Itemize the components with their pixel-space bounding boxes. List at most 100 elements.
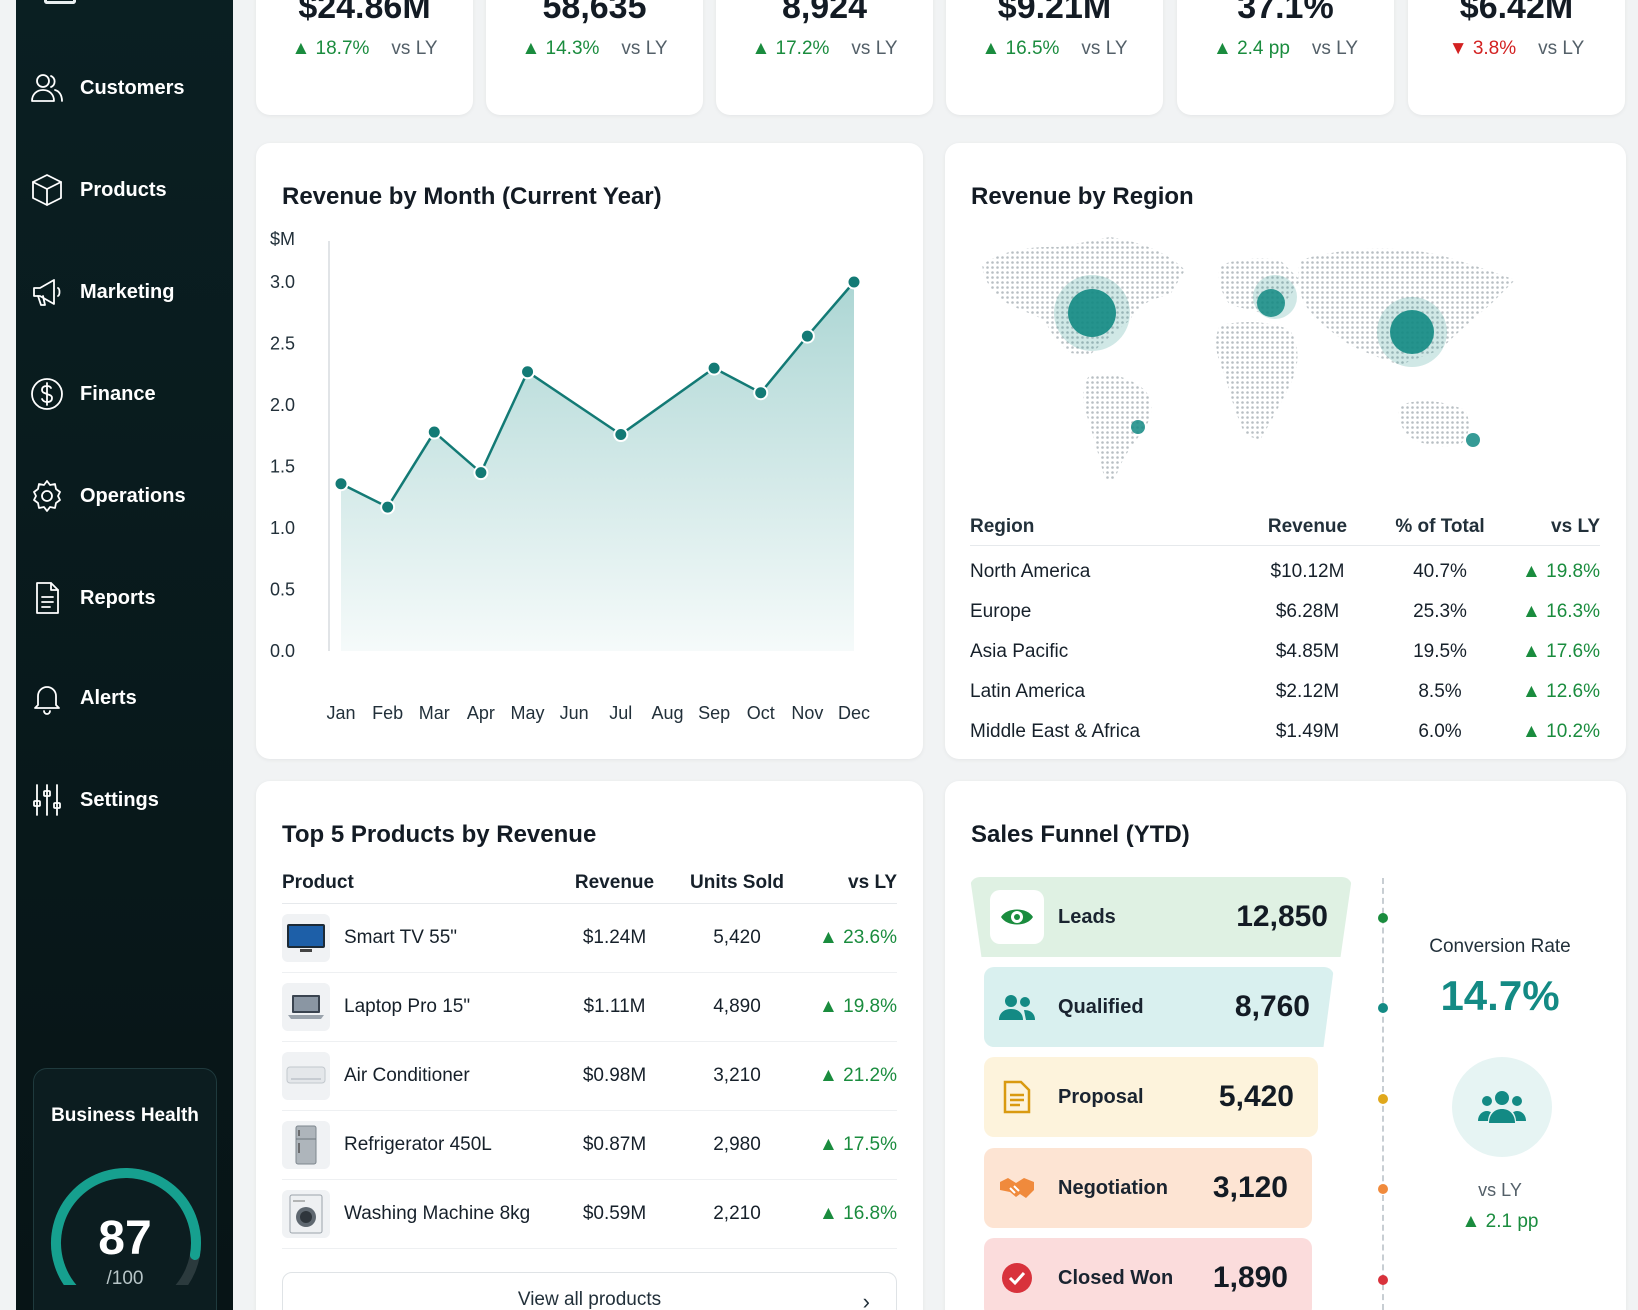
funnel-dot: [1378, 913, 1388, 923]
sidebar-item-operations[interactable]: Operations: [30, 470, 216, 522]
column-header: % of Total: [1395, 515, 1485, 537]
funnel-stage-value: 3,120: [1212, 1171, 1288, 1204]
funnel-stage-label: Leads: [1058, 905, 1116, 928]
kpi-delta: ▲ 17.2%: [751, 38, 830, 59]
sidebar-item-marketing[interactable]: Marketing: [30, 266, 216, 318]
product-vs-ly: ▲ 16.8%: [819, 1203, 897, 1224]
x-tick-label: Oct: [747, 703, 775, 723]
table-header: Product Revenue Units Sold vs LY: [282, 862, 897, 904]
handshake-icon: [990, 1161, 1044, 1215]
region-bubble-europe: [1257, 289, 1285, 317]
sidebar-item-settings[interactable]: Settings: [30, 774, 216, 826]
x-tick-label: Jun: [560, 703, 589, 723]
funnel-stage-negotiation[interactable]: Negotiation 3,120: [984, 1148, 1312, 1228]
sidebar-item-label: Operations: [80, 484, 186, 507]
sliders-icon: [33, 784, 61, 816]
sidebar-item-label: Products: [80, 178, 167, 201]
users-icon: [990, 980, 1044, 1034]
sidebar-item-products[interactable]: Products: [30, 164, 216, 216]
region-bubble-asia-halo: [1377, 297, 1447, 367]
table-row[interactable]: Washing Machine 8kg $0.59M 2,210 ▲ 16.8%: [282, 1180, 897, 1249]
revenue-area: [341, 282, 854, 651]
funnel-stage-leads[interactable]: Leads 12,850: [970, 877, 1352, 957]
table-header: Region Revenue % of Total vs LY: [970, 508, 1600, 546]
table-row[interactable]: Smart TV 55" $1.24M 5,420 ▲ 23.6%: [282, 904, 897, 973]
sidebar-item-reports[interactable]: Reports: [30, 572, 216, 624]
revenue-line-chart: $M 0.0 0.5 1.0 1.5 2.0 2.5 3.0 Jan Feb Mar Apr May Ju…: [270, 229, 870, 723]
funnel-stage-value: 5,420: [1218, 1080, 1294, 1113]
product-name: Washing Machine 8kg: [344, 1203, 531, 1224]
y-tick-label: 1.5: [270, 457, 295, 477]
revenue-line: [340, 281, 855, 509]
kpi-delta: ▲ 2.4 pp: [1212, 38, 1290, 59]
table-row[interactable]: Air Conditioner $0.98M 3,210 ▲ 21.2%: [282, 1042, 897, 1111]
kpi-value: $9.21M: [997, 0, 1112, 26]
laptop-icon: [282, 983, 330, 1031]
refrigerator-icon: [282, 1121, 330, 1169]
funnel-dot: [1378, 1094, 1388, 1104]
table-row[interactable]: Latin America $2.12M 8.5% ▲ 12.6%: [970, 672, 1600, 712]
eye-icon: [990, 890, 1044, 944]
sidebar-item-customers[interactable]: Customers: [30, 62, 216, 114]
region-revenue: $10.12M: [1270, 561, 1345, 582]
product-units: 2,210: [713, 1203, 761, 1224]
menu-icon[interactable]: [44, 0, 76, 4]
region-vs-ly: ▲ 12.6%: [1522, 681, 1600, 702]
table-row[interactable]: Europe $6.28M 25.3% ▲ 16.3%: [970, 592, 1600, 632]
funnel-title: Sales Funnel (YTD): [971, 821, 1190, 848]
product-name: Air Conditioner: [344, 1065, 470, 1086]
funnel-stage-proposal[interactable]: Proposal 5,420: [984, 1057, 1318, 1137]
funnel-stage-qualified[interactable]: Qualified 8,760: [984, 967, 1334, 1047]
business-health-title: Business Health: [51, 1105, 199, 1126]
users-icon: [1452, 1057, 1552, 1157]
region-vs-ly: ▲ 19.8%: [1522, 561, 1600, 582]
kpi-compare: vs LY: [1311, 38, 1359, 59]
gear-icon: [33, 480, 61, 512]
kpi-value: 58,635: [542, 0, 647, 26]
sidebar-item-label: Alerts: [80, 686, 137, 709]
y-tick-label: 2.5: [270, 334, 295, 354]
sidebar-item-alerts[interactable]: Alerts: [30, 672, 216, 724]
chart-title: Revenue by Month (Current Year): [282, 183, 662, 210]
view-all-products-button[interactable]: View all products ›: [282, 1272, 897, 1310]
y-tick-label: 2.0: [270, 395, 295, 415]
funnel-stage-value: 12,850: [1236, 900, 1328, 933]
kpi-compare: vs LY: [1081, 38, 1128, 59]
region-pct: 19.5%: [1413, 641, 1467, 662]
funnel-stage-closed-won[interactable]: Closed Won 1,890: [984, 1238, 1312, 1310]
conversion-title: Conversion Rate: [1429, 936, 1571, 957]
product-revenue: $0.59M: [582, 1203, 647, 1224]
kpi-compare: vs LY: [391, 38, 438, 59]
sidebar-item-label: Marketing: [80, 280, 175, 303]
table-row[interactable]: Refrigerator 450L $0.87M 2,980 ▲ 17.5%: [282, 1111, 897, 1180]
bell-icon: [34, 686, 60, 715]
chevron-right-icon: ›: [862, 1289, 870, 1310]
funnel-stage-value: 8,760: [1234, 990, 1310, 1023]
data-point: [520, 364, 536, 380]
x-tick-label: Mar: [419, 703, 450, 723]
megaphone-icon: [33, 279, 61, 306]
region-revenue: $6.28M: [1275, 601, 1340, 622]
data-point: [380, 499, 396, 515]
region-bubble-oceania: [1466, 433, 1480, 447]
product-units: 3,210: [713, 1065, 761, 1086]
table-row[interactable]: Laptop Pro 15" $1.11M 4,890 ▲ 19.8%: [282, 973, 897, 1042]
table-row[interactable]: Middle East & Africa $1.49M 6.0% ▲ 10.2%: [970, 712, 1600, 752]
table-row[interactable]: North America $10.12M 40.7% ▲ 19.8%: [970, 552, 1600, 592]
box-icon: [32, 174, 62, 206]
health-gauge: [51, 1168, 201, 1285]
region-bubble-north-america: [1068, 289, 1116, 337]
region-name: Europe: [970, 601, 1032, 622]
product-name: Laptop Pro 15": [344, 996, 471, 1017]
sidebar-item-label: Settings: [80, 788, 159, 811]
y-tick-label: 0.0: [270, 641, 295, 661]
kpi-value: $24.86M: [298, 0, 431, 26]
sidebar-item-finance[interactable]: Finance: [30, 368, 216, 420]
product-vs-ly: ▲ 17.5%: [819, 1134, 897, 1155]
sidebar-item-label: Customers: [80, 76, 185, 99]
map-asia: [1298, 248, 1515, 365]
region-bubble-asia: [1390, 310, 1434, 354]
funnel-dot: [1378, 1275, 1388, 1285]
product-name: Refrigerator 450L: [344, 1134, 492, 1155]
table-row[interactable]: Asia Pacific $4.85M 19.5% ▲ 17.6%: [970, 632, 1600, 672]
